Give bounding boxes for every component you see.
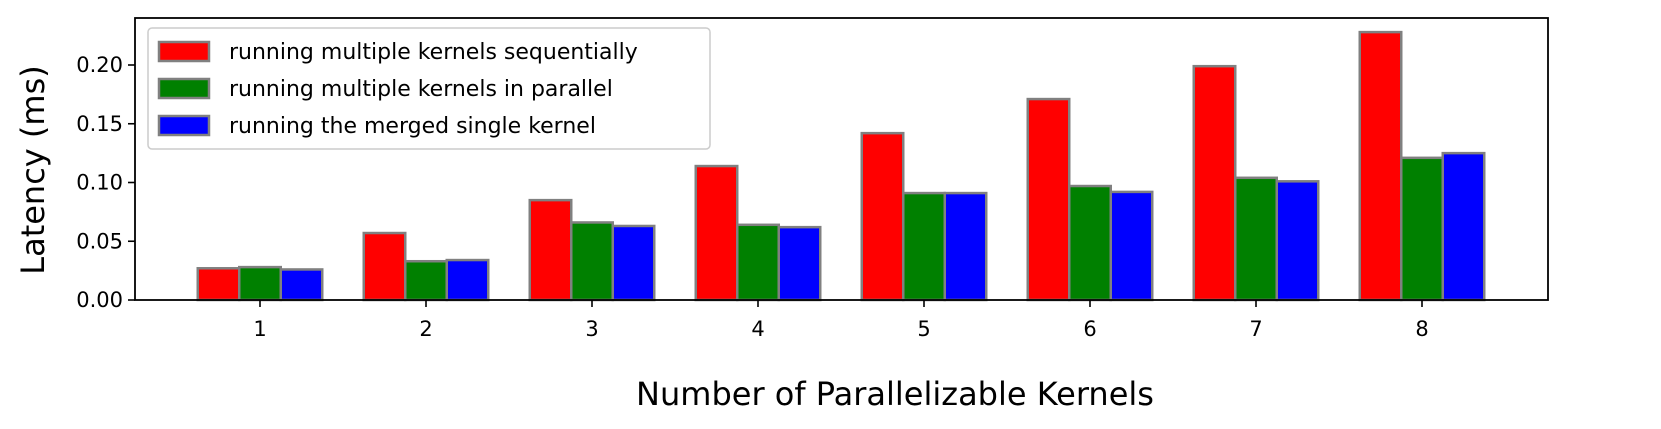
y-tick-label: 0.15 [76,112,123,136]
bar-8-series-2 [1400,156,1444,302]
bar-5-series-3 [943,191,988,302]
x-tick-label: 5 [917,317,930,341]
bar-6-series-1 [1026,97,1071,302]
y-tick-label: 0.00 [76,288,123,312]
bar-6-series-3 [1109,190,1154,302]
y-tick-label: 0.20 [76,53,123,77]
bar-1-series-2 [238,265,282,302]
bar-5-series-2 [902,191,946,302]
x-tick-label: 3 [585,317,598,341]
legend-swatch-series-3 [157,114,211,137]
bar-3-series-3 [611,224,656,302]
y-tick-label: 0.10 [76,171,123,195]
x-tick-label: 8 [1415,317,1428,341]
legend-box [147,27,711,150]
bar-7-series-2 [1234,176,1278,302]
legend-swatch-series-2 [157,77,211,100]
axes-layer: 0.00 0.05 0.10 0.15 0.20 1 2 3 4 5 6 7 8 [76,17,1549,341]
x-tick-label: 2 [419,317,432,341]
y-tick-label: 0.05 [76,229,123,253]
bar-1-series-3 [279,268,324,302]
bar-7-series-1 [1192,64,1237,302]
bars-layer [196,30,1486,302]
x-axis-label: Number of Parallelizable Kernels [636,375,1154,413]
bar-3-series-1 [528,198,573,302]
legend-swatch-series-1 [157,40,211,63]
bar-4-series-3 [777,225,822,302]
bar-5-series-1 [860,131,905,302]
bar-2-series-2 [404,259,448,302]
bar-7-series-3 [1275,180,1320,302]
x-tick-label: 6 [1083,317,1096,341]
bar-4-series-1 [694,164,739,302]
bar-4-series-2 [736,223,780,302]
legend-label-series-2: running multiple kernels in parallel [229,77,613,102]
plot-frame [134,17,1549,301]
y-axis-label: Latency (ms) [14,65,52,274]
bar-3-series-2 [570,221,614,302]
legend-label-series-1: running multiple kernels sequentially [229,40,638,65]
bar-6-series-2 [1068,184,1112,302]
bar-8-series-1 [1358,30,1403,302]
legend-label-series-3: running the merged single kernel [229,114,596,139]
x-tick-label: 7 [1249,317,1262,341]
x-tick-label: 1 [253,317,266,341]
bar-2-series-1 [362,231,407,302]
legend: running multiple kernels sequentially run… [147,27,711,150]
bar-1-series-1 [196,267,241,302]
bar-8-series-3 [1441,151,1486,302]
x-tick-label: 4 [751,317,764,341]
bar-2-series-3 [445,258,490,302]
